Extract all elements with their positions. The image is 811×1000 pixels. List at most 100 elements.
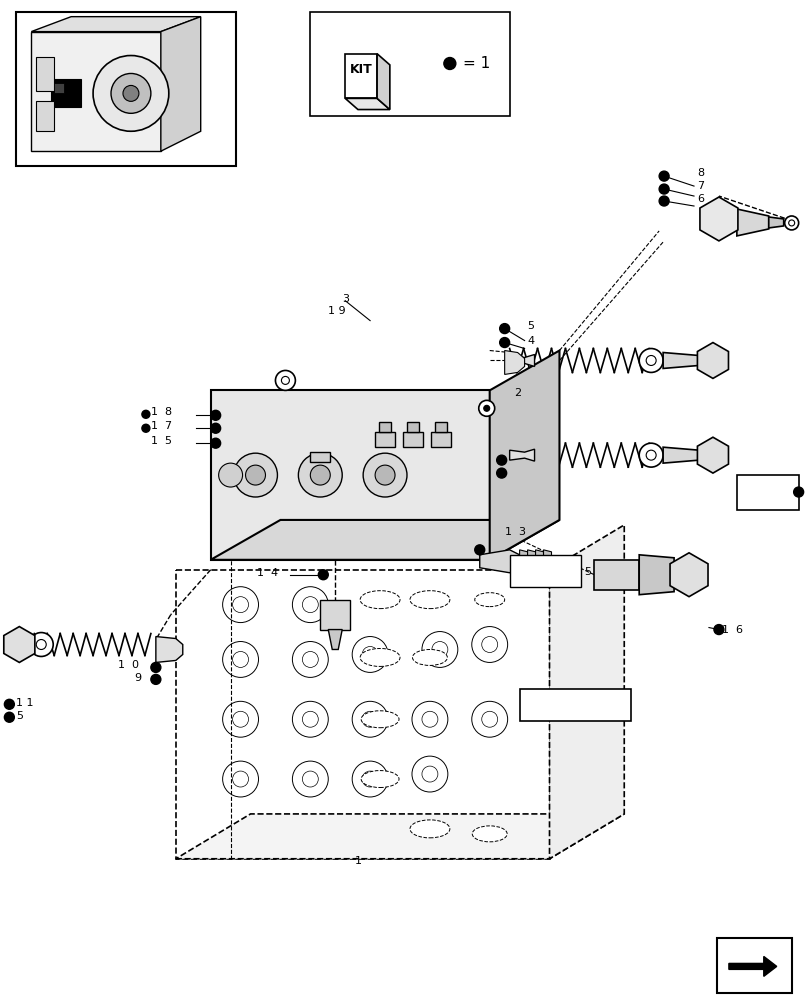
Polygon shape — [669, 553, 707, 597]
Circle shape — [222, 587, 258, 623]
Text: 1 1: 1 1 — [16, 698, 34, 708]
Circle shape — [302, 597, 318, 613]
Polygon shape — [320, 600, 350, 630]
Circle shape — [292, 701, 328, 737]
Circle shape — [310, 465, 330, 485]
Text: 4: 4 — [527, 336, 534, 346]
Text: 7: 7 — [696, 181, 703, 191]
Circle shape — [218, 463, 242, 487]
Text: 1: 1 — [354, 856, 361, 866]
Polygon shape — [156, 637, 182, 662]
Circle shape — [411, 701, 448, 737]
Polygon shape — [375, 432, 394, 447]
Text: 2: 2 — [513, 388, 520, 398]
Ellipse shape — [360, 648, 400, 666]
Polygon shape — [594, 560, 638, 590]
Text: 6: 6 — [696, 194, 703, 204]
Circle shape — [281, 376, 289, 384]
Circle shape — [352, 761, 388, 797]
Polygon shape — [663, 353, 698, 368]
Ellipse shape — [412, 649, 447, 665]
Polygon shape — [543, 550, 551, 573]
Circle shape — [659, 171, 668, 181]
Circle shape — [234, 453, 277, 497]
Polygon shape — [519, 550, 527, 573]
Circle shape — [362, 771, 378, 787]
Polygon shape — [175, 814, 624, 859]
Circle shape — [499, 338, 509, 348]
Bar — [519, 689, 630, 721]
Circle shape — [292, 642, 328, 677]
Polygon shape — [699, 197, 737, 241]
Polygon shape — [663, 447, 698, 463]
Polygon shape — [379, 422, 391, 432]
Text: 5: 5 — [527, 321, 534, 331]
Polygon shape — [345, 54, 376, 98]
Polygon shape — [310, 452, 330, 462]
Circle shape — [362, 711, 378, 727]
Polygon shape — [431, 432, 450, 447]
Circle shape — [292, 587, 328, 623]
Ellipse shape — [410, 591, 449, 609]
Bar — [509, 555, 581, 587]
Ellipse shape — [361, 711, 398, 728]
Circle shape — [298, 453, 341, 497]
Bar — [51, 79, 81, 107]
Polygon shape — [161, 17, 200, 151]
Polygon shape — [32, 17, 200, 32]
Circle shape — [787, 220, 794, 226]
Ellipse shape — [472, 826, 507, 842]
Bar — [36, 57, 54, 91]
Ellipse shape — [474, 593, 504, 607]
Circle shape — [232, 771, 248, 787]
Circle shape — [422, 632, 457, 667]
Circle shape — [792, 487, 803, 497]
Bar — [16, 12, 235, 166]
Circle shape — [232, 597, 248, 613]
Text: KIT: KIT — [350, 63, 372, 76]
Text: 3: 3 — [341, 294, 349, 304]
Text: 1  6: 1 6 — [721, 625, 742, 635]
Polygon shape — [406, 422, 418, 432]
Polygon shape — [328, 630, 341, 649]
Text: 1  3: 1 3 — [504, 527, 525, 537]
Text: 5 . 0: 5 . 0 — [585, 567, 609, 577]
Circle shape — [4, 712, 15, 722]
Polygon shape — [4, 627, 35, 662]
Circle shape — [232, 651, 248, 667]
Text: 1  8: 1 8 — [151, 407, 172, 417]
Circle shape — [151, 662, 161, 672]
Circle shape — [483, 405, 489, 411]
Polygon shape — [345, 98, 389, 110]
Circle shape — [302, 651, 318, 667]
Circle shape — [302, 771, 318, 787]
Bar — [54, 83, 64, 93]
Polygon shape — [509, 449, 534, 461]
Circle shape — [499, 324, 509, 334]
Polygon shape — [736, 209, 768, 236]
Ellipse shape — [360, 591, 400, 609]
Circle shape — [638, 349, 663, 372]
Polygon shape — [32, 32, 161, 151]
Text: 1 . 7: 1 . 7 — [515, 567, 539, 577]
Polygon shape — [509, 354, 534, 366]
Circle shape — [122, 85, 139, 101]
Circle shape — [210, 423, 221, 433]
Text: 1  2: 1 2 — [746, 488, 770, 501]
Polygon shape — [504, 351, 524, 374]
Polygon shape — [728, 956, 776, 976]
Circle shape — [362, 646, 378, 662]
Circle shape — [713, 625, 723, 635]
Circle shape — [422, 711, 437, 727]
Text: 1  0: 1 0 — [118, 660, 139, 670]
Polygon shape — [402, 432, 423, 447]
Ellipse shape — [410, 820, 449, 838]
Circle shape — [142, 424, 150, 432]
Circle shape — [4, 699, 15, 709]
Circle shape — [302, 711, 318, 727]
Circle shape — [29, 633, 54, 656]
Circle shape — [478, 400, 494, 416]
Circle shape — [111, 73, 151, 113]
Circle shape — [222, 701, 258, 737]
Circle shape — [471, 627, 507, 662]
